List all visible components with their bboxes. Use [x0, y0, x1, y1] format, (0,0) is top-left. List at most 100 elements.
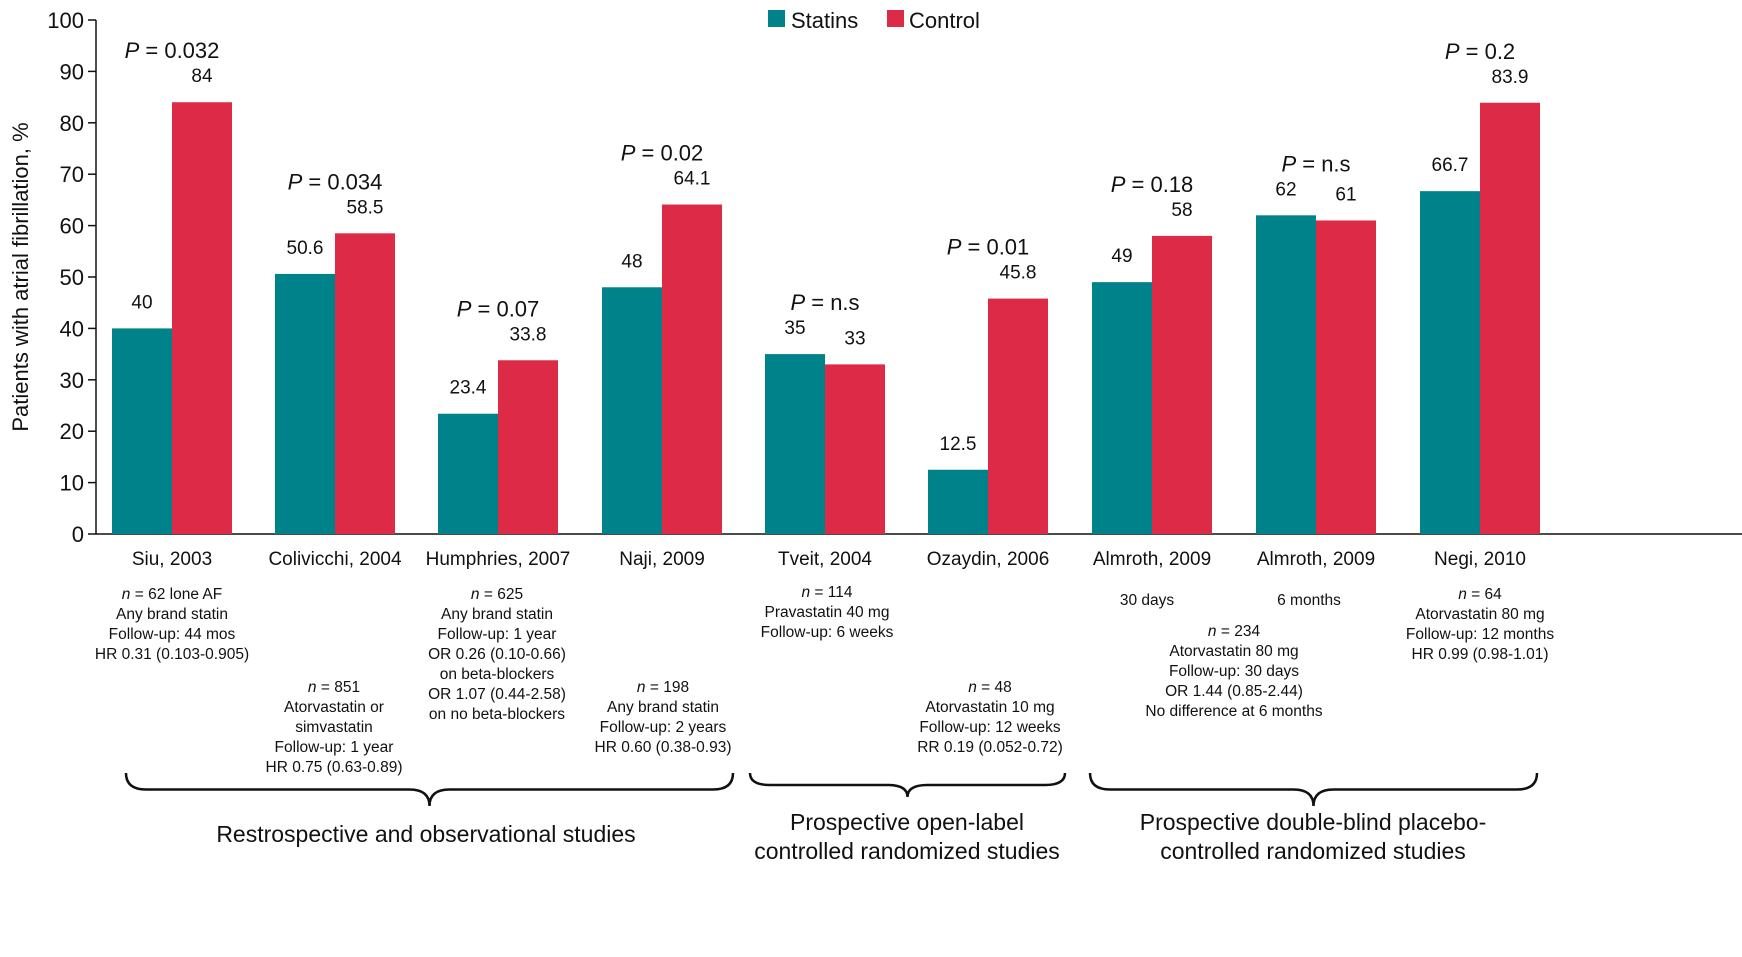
- p-symbol: P: [790, 290, 805, 315]
- note-line: Follow-up: 6 weeks: [761, 624, 894, 641]
- n-symbol: n: [1458, 586, 1467, 603]
- y-tick-label: 10: [60, 471, 84, 496]
- note-line: simvastatin: [295, 719, 373, 736]
- bar-control: [1480, 102, 1540, 534]
- n-value: = 114: [810, 584, 853, 601]
- group-label: controlled randomized studies: [754, 838, 1060, 864]
- note-line: HR 0.75 (0.63-0.89): [266, 759, 403, 776]
- bar-value-label: 58.5: [347, 197, 384, 218]
- p-value: = 0.032: [139, 38, 219, 63]
- bar-value-label: 66.7: [1432, 155, 1469, 176]
- study-note: 30 days: [1120, 592, 1175, 609]
- p-value: = 0.034: [302, 169, 382, 194]
- y-tick-label: 100: [47, 8, 84, 33]
- study-note: n = 234 Atorvastatin 80 mg Follow-up: 30 d…: [1145, 623, 1322, 720]
- note-line: Follow-up: 12 weeks: [919, 719, 1061, 736]
- y-tick-label: 70: [60, 162, 84, 187]
- bar-control: [1316, 220, 1376, 534]
- p-value: = 0.02: [635, 141, 703, 166]
- note-line: Any brand statin: [441, 606, 553, 623]
- category-label: Negi, 2010: [1434, 549, 1526, 570]
- p-value: = 0.18: [1125, 172, 1193, 197]
- category-label: Almroth, 2009: [1093, 549, 1211, 570]
- note-sample-size: n = 62 lone AF: [122, 586, 222, 603]
- note-line: Any brand statin: [116, 606, 228, 623]
- p-value-label: P = 0.2: [1445, 39, 1515, 64]
- group-label: controlled randomized studies: [1160, 838, 1466, 864]
- note-line: RR 0.19 (0.052-0.72): [917, 739, 1063, 756]
- n-symbol: n: [968, 679, 977, 696]
- bar-statins: [765, 354, 825, 534]
- bar-value-label: 45.8: [1000, 263, 1037, 284]
- note-sample-size: n = 625: [471, 586, 523, 603]
- bar-control: [825, 364, 885, 534]
- bar-value-label: 35: [784, 318, 805, 339]
- p-symbol: P: [1281, 151, 1296, 176]
- note-line: HR 0.99 (0.98-1.01): [1412, 646, 1549, 663]
- note-line: Follow-up: 44 mos: [109, 626, 236, 643]
- note-line: 6 months: [1277, 592, 1341, 609]
- n-value: = 625: [480, 586, 524, 603]
- study-note: n = 198 Any brand statin Follow-up: 2 year…: [595, 679, 732, 756]
- bar-control: [988, 298, 1048, 534]
- legend: Statins Control: [768, 8, 980, 33]
- note-sample-size: n = 114: [801, 584, 852, 601]
- bar-statins: [602, 287, 662, 534]
- note-line: HR 0.31 (0.103-0.905): [95, 646, 249, 663]
- note-sample-size: n = 851: [308, 679, 360, 696]
- n-symbol: n: [308, 679, 317, 696]
- bar-control: [335, 233, 395, 534]
- bar-value-label: 58: [1171, 200, 1192, 221]
- bar-value-label: 84: [191, 66, 213, 87]
- group-label: Prospective double-blind placebo-: [1140, 809, 1487, 835]
- bar-value-label: 23.4: [450, 378, 487, 399]
- n-symbol: n: [637, 679, 646, 696]
- n-value: = 64: [1467, 586, 1502, 603]
- p-symbol: P: [1111, 172, 1126, 197]
- y-tick-label: 60: [60, 214, 84, 239]
- note-line: No difference at 6 months: [1145, 703, 1322, 720]
- group-brace-double-blind: [1088, 772, 1539, 807]
- note-line: HR 0.60 (0.38-0.93): [595, 739, 732, 756]
- bar-value-label: 33: [844, 328, 865, 349]
- p-value-label: P = n.s: [790, 290, 859, 315]
- category-label: Tveit, 2004: [778, 549, 872, 570]
- category-label: Colivicchi, 2004: [268, 549, 401, 570]
- n-value: = 234: [1217, 623, 1261, 640]
- study-note: n = 62 lone AF Any brand statin Follow-up:…: [95, 586, 249, 663]
- note-line: 30 days: [1120, 592, 1175, 609]
- p-symbol: P: [1445, 39, 1460, 64]
- note-line: Atorvastatin or: [284, 699, 384, 716]
- note-line: on beta-blockers: [440, 666, 555, 683]
- bar-value-label: 49: [1111, 246, 1132, 267]
- note-line: on no beta-blockers: [429, 706, 565, 723]
- group-label: Restrospective and observational studies: [216, 821, 635, 847]
- p-symbol: P: [288, 169, 303, 194]
- y-tick-label: 30: [60, 368, 84, 393]
- p-value: = n.s: [805, 290, 859, 315]
- study-note: n = 64 Atorvastatin 80 mg Follow-up: 12 mo…: [1406, 586, 1554, 663]
- category-label: Humphries, 2007: [426, 549, 571, 570]
- n-value: = 48: [977, 679, 1012, 696]
- note-line: Atorvastatin 80 mg: [1415, 606, 1544, 623]
- group-brace-open-label: [748, 772, 1067, 798]
- note-line: Follow-up: 1 year: [275, 739, 394, 756]
- bar-value-label: 48: [621, 251, 642, 272]
- p-symbol: P: [621, 141, 636, 166]
- y-tick-label: 50: [60, 265, 84, 290]
- study-note: n = 48 Atorvastatin 10 mg Follow-up: 12 we…: [917, 679, 1063, 756]
- note-sample-size: n = 198: [637, 679, 689, 696]
- legend-label-control: Control: [909, 8, 980, 33]
- n-value: = 851: [317, 679, 361, 696]
- y-axis-title: Patients with atrial fibrillation, %: [8, 122, 33, 431]
- p-symbol: P: [125, 38, 140, 63]
- bar-value-label: 83.9: [1492, 67, 1529, 88]
- group-label: Prospective open-label: [790, 809, 1024, 835]
- n-value: = 198: [646, 679, 690, 696]
- bar-statins: [275, 273, 335, 534]
- note-line: Follow-up: 2 years: [600, 719, 727, 736]
- note-line: OR 1.07 (0.44-2.58): [428, 686, 566, 703]
- note-line: Follow-up: 30 days: [1169, 663, 1299, 680]
- y-tick-label: 80: [60, 111, 84, 136]
